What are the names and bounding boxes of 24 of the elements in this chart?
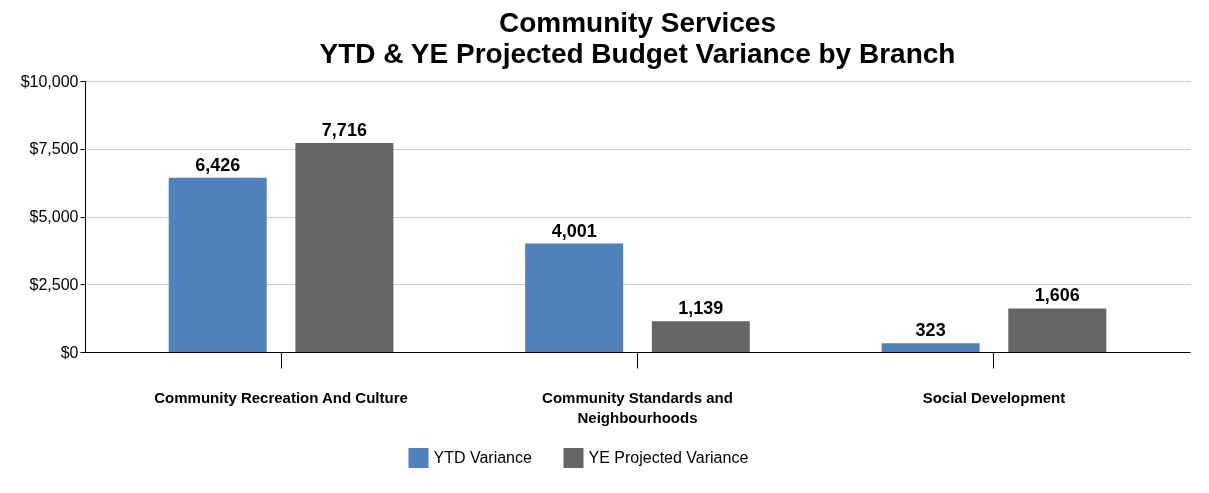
bar <box>881 343 980 352</box>
bar <box>168 177 267 352</box>
chart-title: Community Services <box>499 7 776 38</box>
data-label: 1,606 <box>1034 285 1080 306</box>
data-label: 323 <box>915 320 946 341</box>
legend-label: YE Projected Variance <box>588 449 749 466</box>
bar <box>1008 308 1107 352</box>
x-tick-label: Social Development <box>922 388 1066 406</box>
y-tick-label: $7,500 <box>29 140 79 158</box>
data-label: 4,001 <box>551 220 597 241</box>
bar <box>651 321 750 352</box>
y-tick-label: $0 <box>60 343 79 361</box>
y-tick-label: $10,000 <box>20 72 79 90</box>
y-tick-label: $2,500 <box>29 275 79 293</box>
y-tick-label: $5,000 <box>29 208 79 225</box>
bar <box>525 243 624 352</box>
data-label: 7,716 <box>321 119 367 140</box>
data-label: 6,426 <box>195 154 241 175</box>
bar <box>295 142 394 352</box>
chart-subtitle: YTD & YE Projected Budget Variance by Branch <box>319 38 956 69</box>
legend-label: YTD Variance <box>433 449 533 466</box>
x-tick-label: Community Recreation And Culture <box>154 388 408 406</box>
data-label: 1,139 <box>678 298 724 319</box>
x-tick-label: Community Standards and Neighbourhoods <box>542 388 733 426</box>
